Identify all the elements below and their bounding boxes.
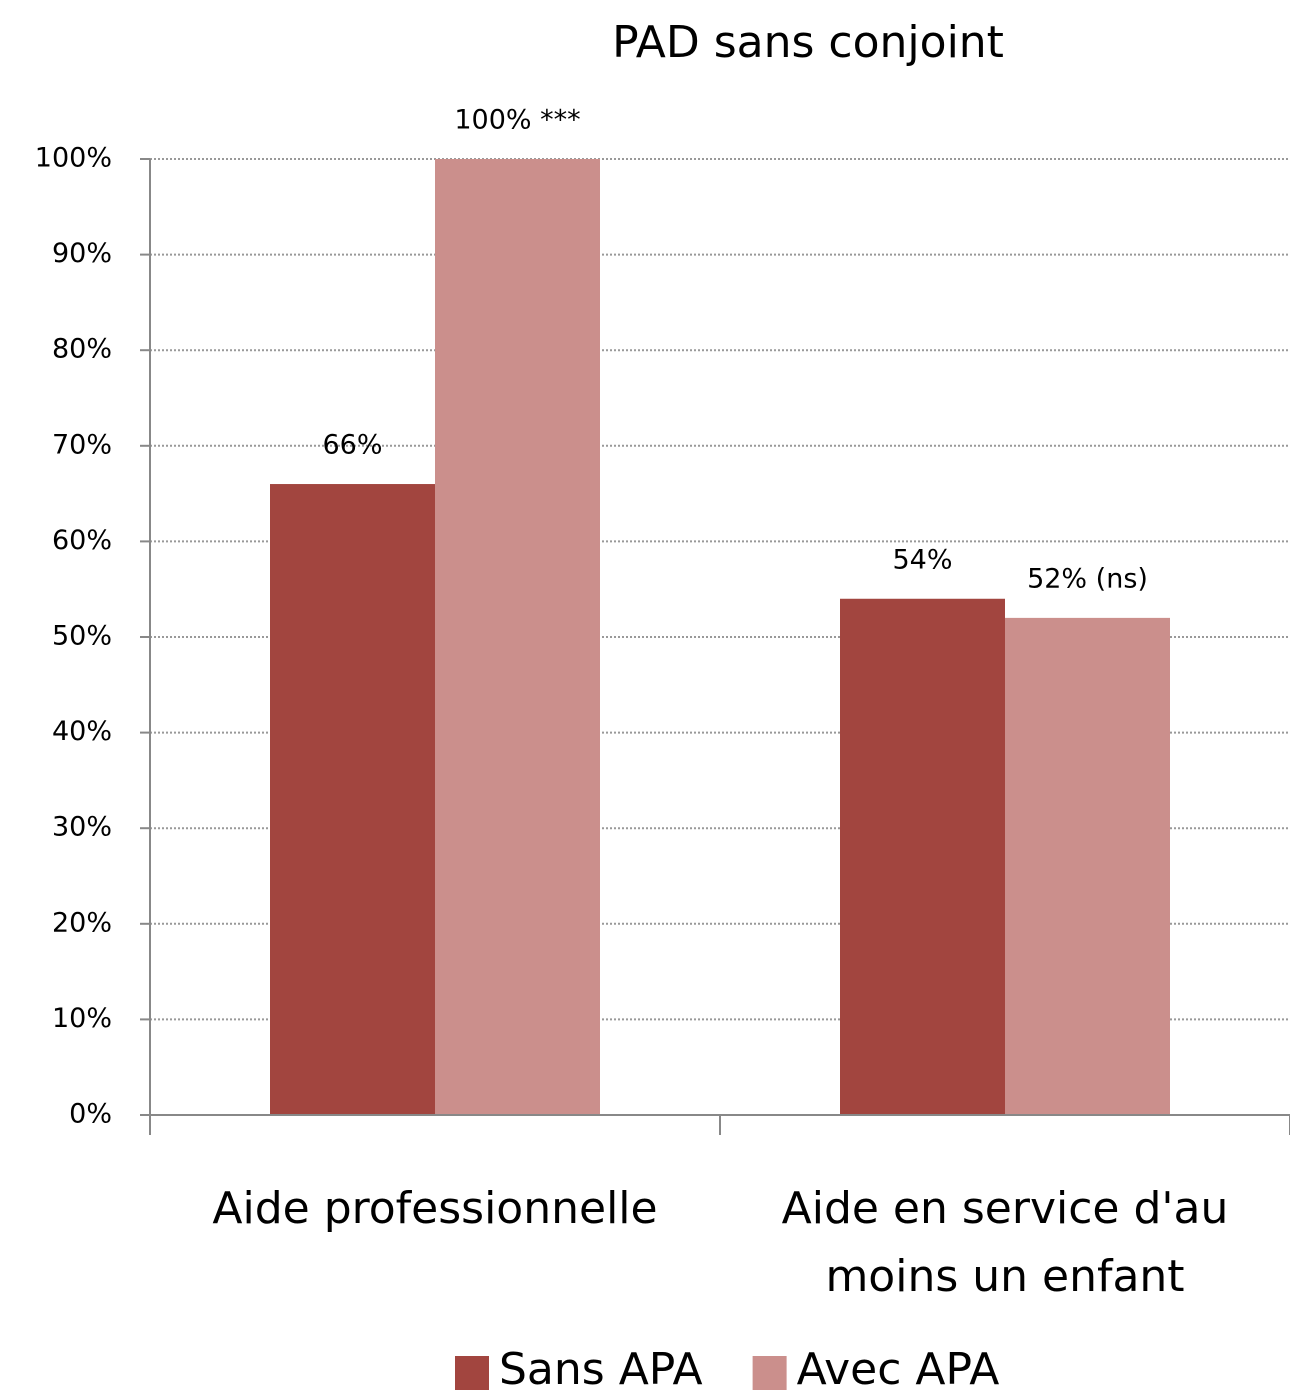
value-label: 100% ***: [454, 105, 580, 136]
bar: [1005, 617, 1170, 1115]
y-tick-label: 40%: [52, 716, 112, 747]
value-label: 54%: [892, 544, 952, 575]
y-tick-label: 30%: [52, 812, 112, 843]
chart-title: PAD sans conjoint: [612, 17, 1004, 68]
x-tick-label: Aide en service d'au moins un enfant: [781, 1183, 1229, 1302]
value-label: 66%: [322, 430, 382, 461]
bar: [270, 484, 435, 1115]
legend-label: Sans APA: [499, 1344, 703, 1393]
x-tick-label: Aide professionnelle: [212, 1183, 658, 1234]
legend-label: Avec APA: [797, 1344, 1000, 1393]
value-label: 52% (ns): [1027, 563, 1148, 594]
y-tick-label: 80%: [52, 334, 112, 365]
y-tick-label: 10%: [52, 1003, 112, 1034]
legend-swatch: [752, 1356, 787, 1390]
y-tick-label: 70%: [52, 429, 112, 460]
y-tick-label: 20%: [52, 907, 112, 938]
y-tick-label: 60%: [52, 525, 112, 556]
y-tick-label: 90%: [52, 238, 112, 269]
y-tick-label: 0%: [69, 1099, 112, 1130]
legend-swatch: [455, 1356, 489, 1390]
y-tick-label: 100%: [35, 143, 112, 174]
y-tick-label: 50%: [52, 621, 112, 652]
bar: [435, 159, 600, 1115]
bar: [840, 598, 1005, 1115]
